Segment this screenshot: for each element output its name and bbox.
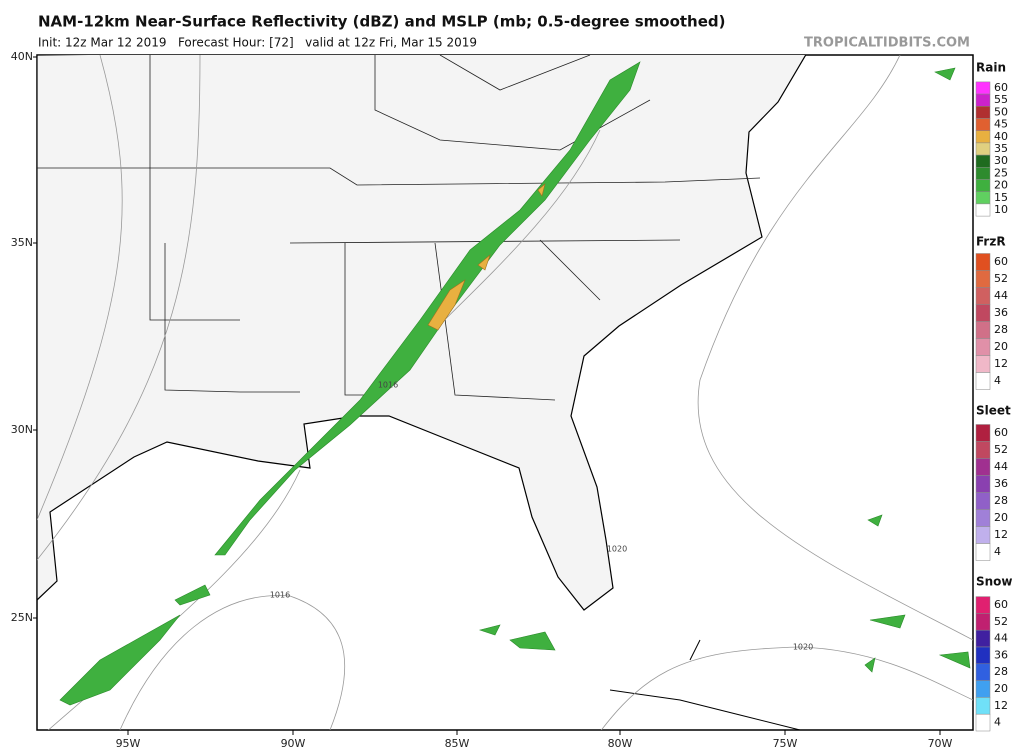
legend-label: 35 xyxy=(994,142,1008,155)
legend-swatch xyxy=(975,304,991,322)
legend-swatch xyxy=(975,142,991,156)
legend-label: 30 xyxy=(994,154,1008,167)
legend-swatch xyxy=(975,203,991,217)
legend-swatch xyxy=(975,613,991,631)
legend-label: 44 xyxy=(994,289,1008,302)
legend-swatch xyxy=(975,629,991,648)
legend-label: 40 xyxy=(994,130,1008,143)
lon-label: 90W xyxy=(281,737,306,750)
legend-swatch xyxy=(975,543,991,561)
legend-title: Sleet xyxy=(976,404,1011,418)
lat-label: 40N xyxy=(11,50,33,63)
legend-title: FrzR xyxy=(976,235,1006,249)
legend-swatch xyxy=(975,697,991,715)
legend-label: 36 xyxy=(994,306,1008,319)
legend-label: 12 xyxy=(994,528,1008,541)
legend-label: 15 xyxy=(994,191,1008,204)
lon-label: 85W xyxy=(445,737,470,750)
legend-label: 60 xyxy=(994,255,1008,268)
legend-label: 28 xyxy=(994,494,1008,507)
legend-label: 4 xyxy=(994,716,1001,729)
legend-label: 12 xyxy=(994,357,1008,370)
credit: TROPICALTIDBITS.COM xyxy=(804,36,970,51)
legend-label: 60 xyxy=(994,426,1008,439)
lat-label: 25N xyxy=(11,611,33,624)
legend-swatch xyxy=(975,663,991,681)
legend-label: 50 xyxy=(994,105,1008,118)
legend-swatch xyxy=(975,118,991,131)
isobar-label: 1020 xyxy=(607,545,627,554)
legend-label: 20 xyxy=(994,340,1008,353)
legend-swatch xyxy=(975,179,991,192)
legend-label: 52 xyxy=(994,443,1008,456)
legend-swatch xyxy=(975,424,991,442)
legend-swatch xyxy=(975,270,991,288)
legend-label: 20 xyxy=(994,179,1008,192)
legend-swatch xyxy=(975,130,991,144)
title: NAM-12km Near-Surface Reflectivity (dBZ)… xyxy=(38,13,726,31)
isobar-label: 1016 xyxy=(270,591,290,600)
legend-label: 10 xyxy=(994,203,1008,216)
legend-label: 44 xyxy=(994,632,1008,645)
legend-label: 60 xyxy=(994,598,1008,611)
subtitle: Init: 12z Mar 12 2019 Forecast Hour: [72… xyxy=(38,36,477,50)
legend-swatch xyxy=(975,475,991,493)
legend-swatch xyxy=(975,287,991,305)
isobar-label: 1020 xyxy=(793,643,813,652)
legend-swatch xyxy=(975,596,991,614)
legend-swatch xyxy=(975,713,991,732)
map xyxy=(36,54,974,731)
legend-label: 52 xyxy=(994,615,1008,628)
legend-swatch xyxy=(975,81,991,95)
lon-label: 70W xyxy=(928,737,953,750)
legend-label: 20 xyxy=(994,511,1008,524)
legend-label: 36 xyxy=(994,477,1008,490)
legend-label: 4 xyxy=(994,374,1001,387)
legend-label: 60 xyxy=(994,81,1008,94)
legend-label: 44 xyxy=(994,460,1008,473)
legend-swatch xyxy=(975,458,991,476)
legend-label: 52 xyxy=(994,272,1008,285)
lon-label: 80W xyxy=(608,737,633,750)
legend-label: 45 xyxy=(994,118,1008,131)
legend-swatch xyxy=(975,106,991,119)
legend-swatch xyxy=(975,154,991,168)
legend-swatch xyxy=(975,441,991,459)
legend-swatch xyxy=(975,253,991,271)
legend-swatch xyxy=(975,191,991,205)
lon-label: 95W xyxy=(116,737,141,750)
legend-swatch xyxy=(975,492,991,510)
legend-swatch xyxy=(975,372,991,390)
lat-label: 30N xyxy=(11,423,33,436)
legend-swatch xyxy=(975,338,991,356)
legend-label: 12 xyxy=(994,699,1008,712)
legend-swatch xyxy=(975,526,991,544)
legend-swatch xyxy=(975,509,991,527)
legend-title: Snow xyxy=(976,575,1013,589)
legend-label: 4 xyxy=(994,545,1001,558)
legend-label: 55 xyxy=(994,93,1008,106)
isobar-label: 1016 xyxy=(378,381,398,390)
legend-title: Rain xyxy=(976,61,1006,75)
legend-swatch xyxy=(975,167,991,180)
legend-label: 25 xyxy=(994,166,1008,179)
legend-swatch xyxy=(975,355,991,373)
legend-swatch xyxy=(975,646,991,665)
legend-swatch xyxy=(975,680,991,698)
legend-label: 20 xyxy=(994,682,1008,695)
legend-label: 36 xyxy=(994,648,1008,661)
lon-label: 75W xyxy=(773,737,798,750)
legend-swatch xyxy=(975,93,991,107)
legend-label: 28 xyxy=(994,323,1008,336)
legend-label: 28 xyxy=(994,665,1008,678)
lat-label: 35N xyxy=(11,236,33,249)
legend-swatch xyxy=(975,321,991,339)
